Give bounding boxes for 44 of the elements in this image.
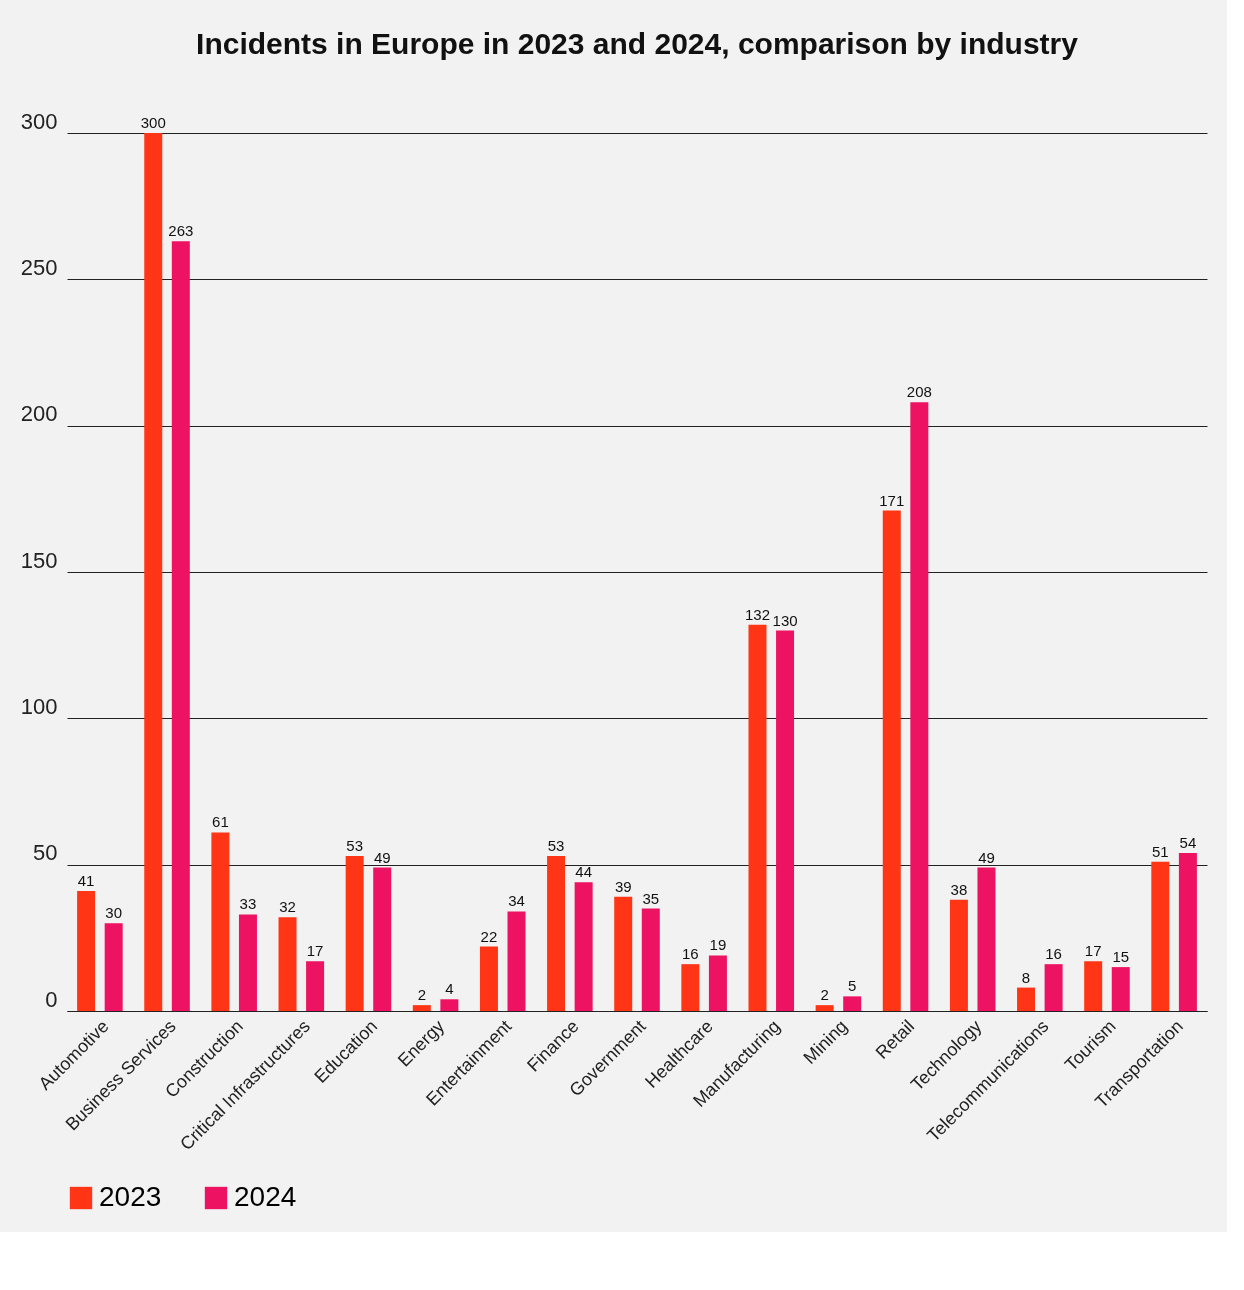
data-label: 34 [508,892,525,910]
data-label: 4 [445,980,454,998]
y-tick-label: 300 [20,108,58,134]
data-label: 35 [642,889,660,907]
data-label: 39 [614,877,632,895]
data-label: 53 [547,836,565,854]
y-tick-label: 100 [20,693,58,719]
data-label: 16 [1045,945,1062,963]
data-label: 300 [140,114,166,131]
data-label: 2 [820,986,829,1004]
data-label: 22 [480,927,498,945]
data-label: 15 [1112,948,1130,966]
data-label: 54 [1179,833,1197,851]
legend-label: 2023 [99,1181,162,1212]
data-label: 44 [575,863,592,881]
y-tick-label: 150 [20,547,58,573]
data-label: 19 [709,936,727,954]
y-tick-label: 250 [20,254,58,280]
data-label: 51 [1151,842,1169,860]
data-label: 2 [417,986,426,1004]
data-label: 263 [168,222,194,240]
data-label: 49 [373,848,391,866]
data-label: 32 [279,898,296,916]
data-label: 16 [682,945,699,963]
data-label: 38 [950,880,968,898]
y-tick-label: 200 [20,401,58,427]
data-label: 171 [879,491,905,509]
data-label: 17 [1084,942,1102,960]
data-label: 61 [212,813,229,831]
y-tick-label: 0 [45,986,58,1012]
data-label: 53 [346,836,364,854]
data-label: 132 [744,605,771,623]
data-label: 130 [772,611,798,629]
data-label: 208 [906,383,932,401]
data-label: 8 [1021,968,1031,986]
data-label: 33 [239,895,257,913]
legend-label: 2024 [234,1181,297,1212]
data-label: 30 [105,904,123,922]
data-label: 5 [848,977,857,995]
y-tick-label: 50 [33,840,58,866]
chart-title: Incidents in Europe in 2023 and 2024, comparison by industry [196,27,1079,60]
data-label: 17 [306,942,324,960]
data-label: 41 [77,872,95,890]
data-label: 49 [978,848,995,866]
